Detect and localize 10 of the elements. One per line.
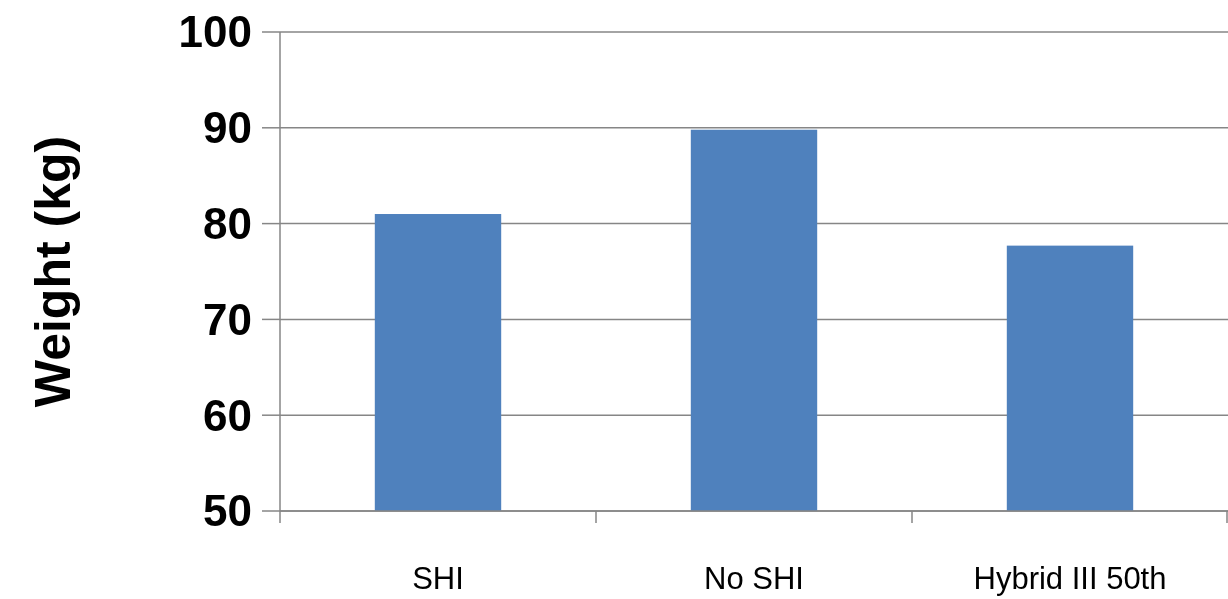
- y-tick-label: 60: [203, 390, 252, 440]
- y-tick-label: 70: [203, 294, 252, 344]
- x-tick-label: Hybrid III 50th: [973, 561, 1167, 596]
- y-tick-label: 90: [203, 103, 252, 153]
- y-axis-title: Weight (kg): [25, 135, 81, 408]
- y-tick-label: 100: [178, 7, 252, 57]
- x-tick-label: No SHI: [704, 561, 804, 596]
- x-tick-label: SHI: [412, 561, 464, 596]
- y-tick-label: 50: [203, 486, 252, 536]
- y-tick-label: 80: [203, 199, 252, 248]
